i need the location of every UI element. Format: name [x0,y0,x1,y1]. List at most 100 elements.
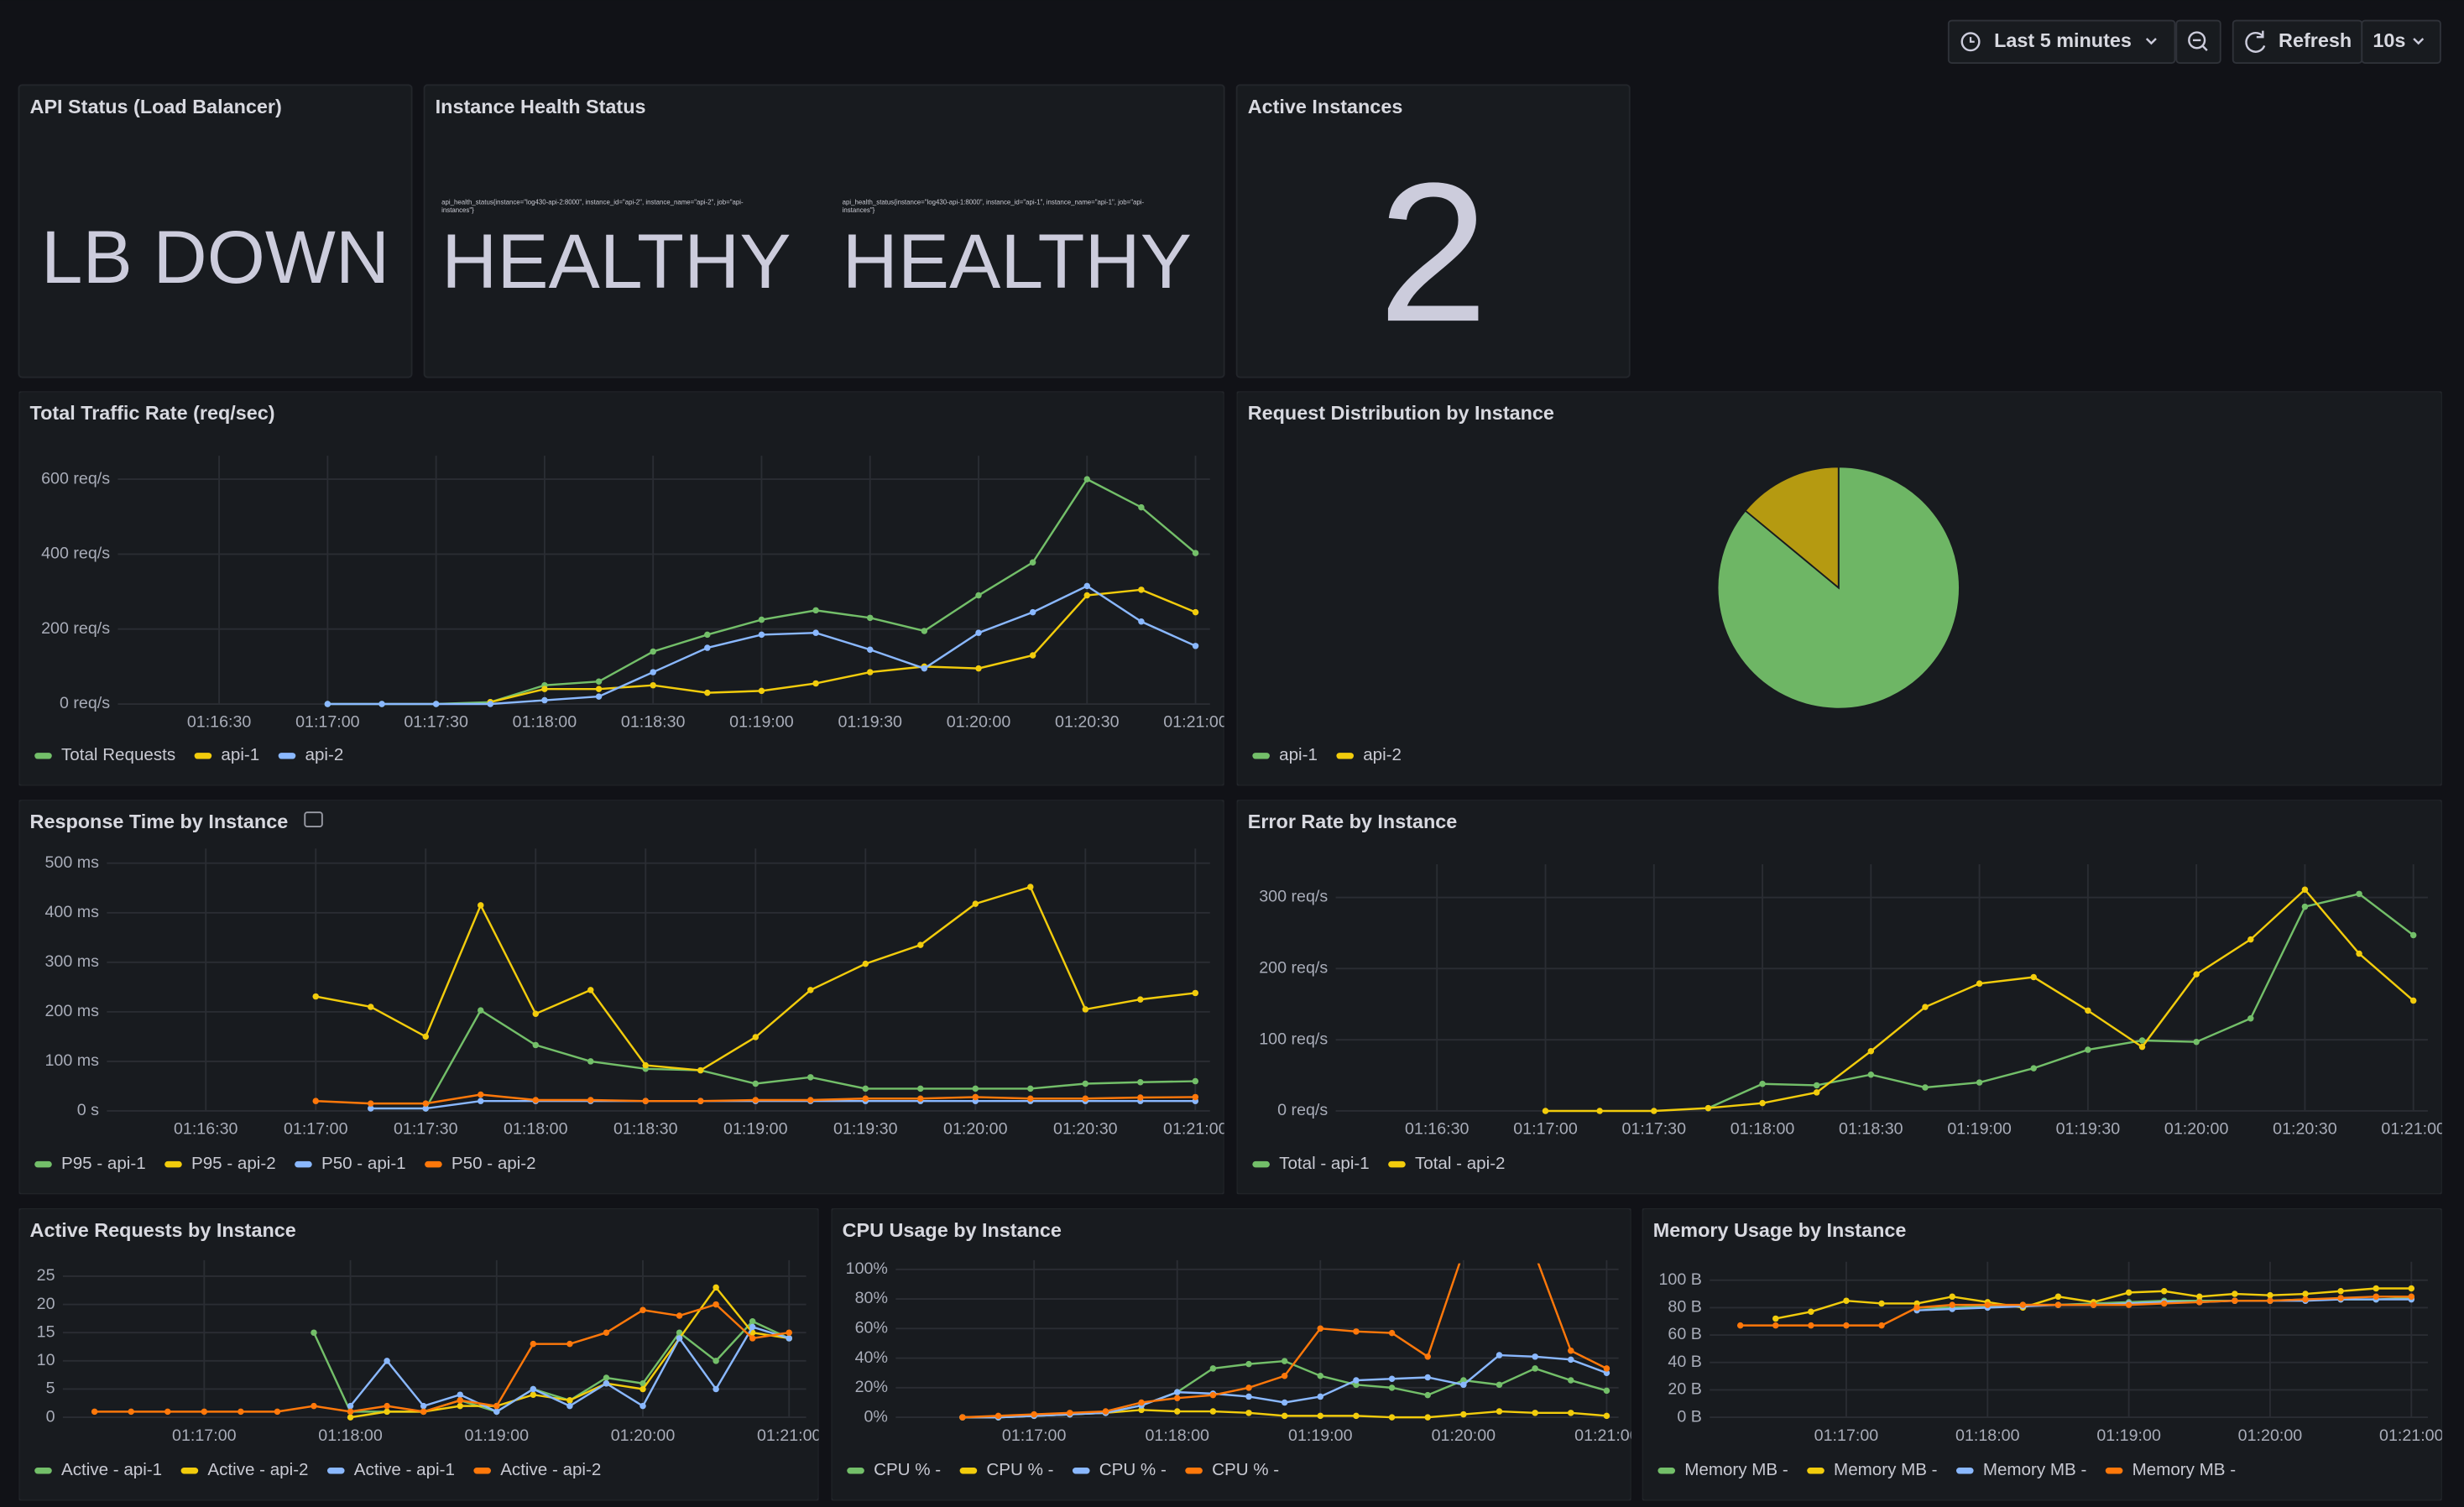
data-point [566,1402,573,1410]
data-point [1922,1004,1929,1010]
data-point [541,696,548,704]
data-point [1137,996,1144,1003]
data-point [1138,503,1145,511]
legend-label: Total - api-2 [1415,1154,1506,1173]
panel-info-icon[interactable] [304,811,323,828]
data-point [676,1312,683,1319]
series-label: api_health_status{instance="log430-api-2… [441,199,744,206]
data-point [603,1380,610,1387]
data-point [2019,1301,2027,1308]
data-point [975,592,982,599]
data-point [384,1408,390,1416]
series-label: instances"} [843,206,875,214]
y-tick-label: 600 req/s [41,469,110,488]
chart-panel: Response Time by Instance 0 s 100 ms 200 ms… [18,800,1224,1195]
data-point [1031,1411,1037,1418]
data-point [420,1408,427,1416]
data-point [1388,1375,1396,1383]
data-point [749,1335,756,1342]
x-tick-label: 01:20:30 [1055,713,1120,732]
zoom-out-button[interactable] [2175,19,2221,64]
data-point [587,1058,594,1065]
series-line [94,1303,790,1413]
legend-label: api-1 [1279,745,1318,764]
data-point [1976,980,1983,987]
data-point [1027,1085,1034,1092]
legend-label: Total Requests [61,745,175,764]
legend-swatch [194,753,212,759]
data-point [697,1098,704,1104]
y-tick-label: 0 B [1677,1407,1702,1426]
data-point [1353,1412,1360,1420]
data-point [457,1397,463,1404]
y-tick-label: 100 req/s [1259,1030,1328,1048]
y-tick-label: 5 [46,1379,55,1398]
data-point [2054,1301,2062,1308]
data-point [493,1402,500,1410]
data-point [1192,1077,1199,1085]
data-point [812,607,819,614]
data-point [347,1414,354,1421]
data-point [1173,1389,1181,1395]
data-point [1532,1410,1538,1416]
data-point [650,669,656,675]
legend-swatch [1657,1468,1676,1474]
x-tick-label: 01:20:00 [1432,1426,1496,1445]
x-tick-label: 01:19:00 [1288,1426,1353,1445]
time-range: Last 5 minutes [1994,29,2132,51]
data-point [1317,1393,1324,1400]
data-point [758,631,765,639]
data-point [1353,1328,1360,1335]
legend-swatch [164,1160,182,1168]
data-point [1029,559,1036,566]
data-point [1067,1410,1073,1416]
pie-slice [1716,466,1960,710]
data-point [1083,592,1091,599]
data-point [478,1007,484,1014]
series-label: api_health_status{instance="log430-api-1… [843,199,1145,206]
data-point [1027,884,1034,890]
data-point [2302,1291,2309,1297]
time-picker[interactable] [1947,19,2176,64]
x-tick-label: 01:20:30 [1053,1120,1118,1139]
legend-label: P95 - api-1 [61,1154,146,1173]
data-point [1813,1082,1820,1089]
x-tick-label: 01:17:30 [404,713,468,732]
data-point [368,1105,374,1112]
legend-swatch [1336,753,1355,759]
refresh-icon [2245,30,2266,53]
panel [18,1208,819,1501]
chevron [2145,38,2157,45]
data-point [1568,1348,1574,1354]
interval-picker[interactable] [2361,19,2441,64]
status-value: LB DOWN [41,215,389,299]
panel-title: Instance Health Status [436,96,646,117]
panel-title: Request Distribution by Instance [1248,402,1554,424]
x-tick-label: 01:20:00 [2164,1120,2229,1139]
legend-label: Active - api-1 [354,1460,455,1479]
data-point [595,686,603,692]
data-point [2232,1297,2238,1304]
data-point [2267,1291,2273,1299]
x-tick-label: 01:18:00 [1145,1426,1209,1445]
data-point [2138,1043,2146,1051]
data-point [2373,1293,2379,1301]
data-point [1759,1081,1766,1087]
x-tick-label: 01:20:00 [611,1426,676,1445]
legend-label: P50 - api-1 [321,1154,406,1173]
data-point [1808,1322,1814,1329]
data-point [1603,1387,1610,1395]
data-point [2247,1014,2254,1022]
data-point [752,1080,760,1087]
data-point [758,687,765,695]
data-point [2337,1295,2344,1301]
data-point [639,1402,646,1410]
data-point [676,1329,683,1336]
data-point [2030,973,2037,981]
panel [1235,84,1631,378]
panel [18,84,413,378]
x-tick-label: 01:17:00 [284,1120,348,1139]
data-point [1424,1414,1431,1421]
